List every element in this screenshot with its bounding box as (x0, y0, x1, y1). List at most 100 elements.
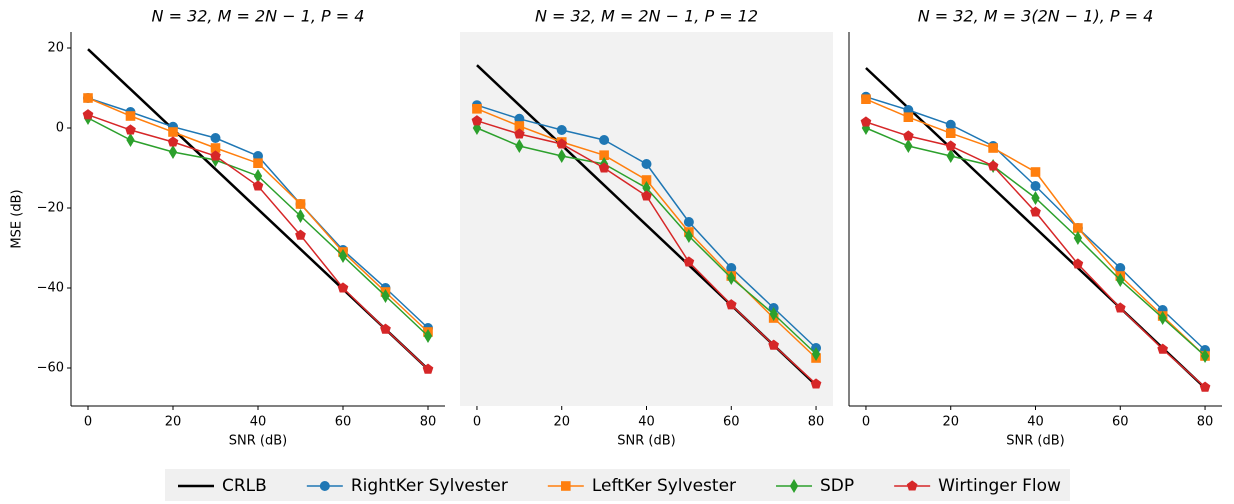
marker (337, 282, 349, 293)
x-tick-label: 0 (84, 415, 92, 430)
legend-item: CRLB (178, 476, 267, 496)
panel-title: N = 32, M = 2N − 1, P = 4 (152, 7, 365, 26)
y-tick-label: −20 (37, 201, 64, 216)
marker (125, 124, 136, 135)
marker (811, 347, 821, 361)
marker (683, 217, 694, 227)
x-tick-label: 60 (1112, 415, 1129, 430)
marker (789, 479, 799, 493)
x-tick-label: 80 (1197, 415, 1214, 430)
panel-title: N = 32, M = 2N − 1, P = 12 (535, 7, 758, 26)
marker (1073, 231, 1083, 245)
y-tick-label: 0 (56, 121, 64, 136)
legend-label: CRLB (222, 476, 267, 496)
marker (1116, 273, 1125, 287)
marker (472, 104, 482, 114)
x-tick-label: 0 (862, 415, 870, 430)
x-tick-label: 20 (942, 415, 959, 430)
marker (1031, 191, 1040, 205)
legend-label: RightKer Sylvester (351, 476, 508, 496)
marker (1199, 381, 1211, 392)
marker (906, 480, 918, 491)
marker (167, 136, 179, 147)
legend-item: RightKer Sylvester (306, 476, 508, 496)
marker (82, 109, 94, 120)
marker (1073, 223, 1083, 233)
marker (126, 133, 135, 147)
legend-item: LeftKer Sylvester (547, 476, 736, 496)
x-tick-label: 80 (808, 415, 825, 430)
marker (561, 481, 571, 491)
y-tick-label: −40 (37, 281, 64, 296)
x-tick-label: 40 (250, 415, 267, 430)
marker (296, 209, 305, 223)
x-axis-label: SNR (dB) (617, 434, 675, 449)
marker (903, 130, 914, 141)
marker (125, 111, 136, 121)
y-tick-label: −60 (37, 361, 64, 376)
marker (380, 323, 391, 334)
marker (1072, 258, 1084, 269)
marker (641, 190, 652, 201)
marker (903, 112, 914, 123)
marker (725, 299, 737, 310)
marker (1030, 167, 1041, 177)
marker (319, 481, 330, 491)
marker (295, 199, 306, 209)
marker (515, 139, 524, 153)
marker (727, 271, 736, 285)
marker (769, 307, 778, 321)
marker (598, 162, 610, 173)
marker (210, 133, 221, 143)
marker (987, 160, 999, 171)
panel-title: N = 32, M = 3(2N − 1), P = 4 (918, 7, 1154, 26)
x-tick-label: 80 (420, 415, 437, 430)
marker (945, 140, 957, 151)
marker (683, 256, 695, 267)
marker (946, 149, 955, 163)
marker (599, 135, 610, 145)
x-axis-label: SNR (dB) (229, 434, 287, 449)
x-tick-label: 20 (553, 415, 570, 430)
marker (1158, 311, 1167, 325)
legend-item: Wirtinger Flow (894, 476, 1061, 496)
plot-area (71, 32, 445, 406)
marker (1114, 302, 1126, 313)
marker (904, 139, 913, 153)
marker (514, 128, 525, 139)
marker (768, 339, 779, 350)
marker (556, 138, 568, 149)
marker (168, 145, 178, 159)
x-tick-label: 0 (473, 415, 481, 430)
marker (641, 159, 652, 169)
marker (295, 229, 306, 240)
legend-item: SDP (776, 476, 854, 496)
marker (1030, 181, 1041, 191)
legend-box (165, 469, 1070, 501)
marker (1157, 343, 1168, 354)
x-tick-label: 60 (335, 415, 352, 430)
marker (810, 378, 822, 389)
legend-label: SDP (820, 476, 854, 496)
y-axis-label: MSE (dB) (10, 189, 25, 248)
marker (381, 289, 390, 303)
legend-label: LeftKer Sylvester (592, 476, 736, 496)
marker (684, 229, 694, 243)
marker (253, 158, 263, 168)
marker (210, 150, 221, 161)
y-tick-label: 20 (47, 41, 64, 56)
marker (83, 93, 93, 103)
x-tick-label: 40 (638, 415, 655, 430)
x-tick-label: 40 (1027, 415, 1044, 430)
marker (556, 125, 567, 135)
marker (168, 127, 178, 137)
marker (860, 116, 872, 127)
marker (861, 94, 871, 105)
marker (471, 115, 483, 126)
marker (988, 143, 998, 153)
marker (1200, 349, 1210, 363)
marker (945, 119, 956, 130)
marker (1115, 263, 1126, 273)
